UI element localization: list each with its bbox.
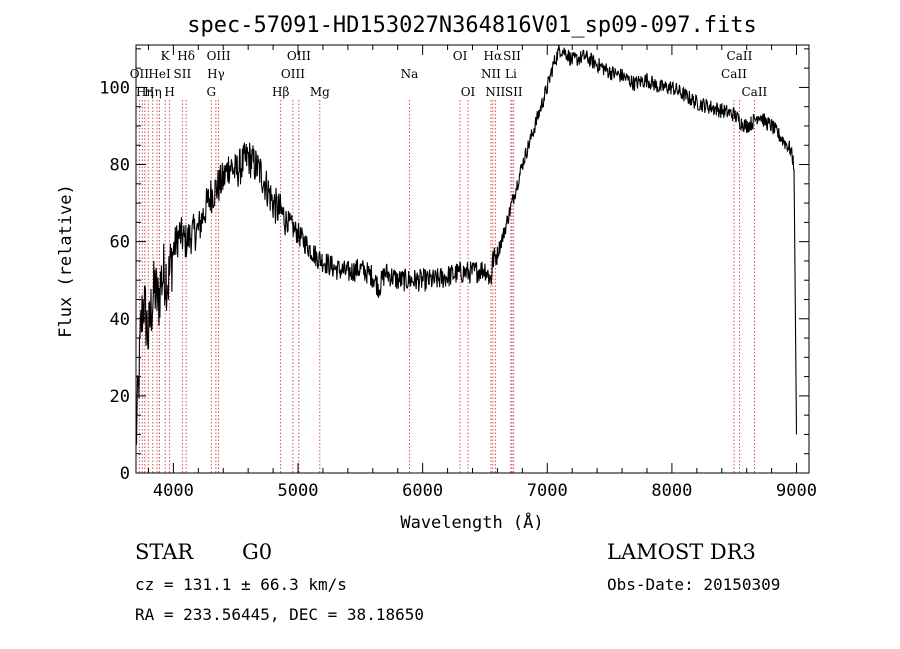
- spectral-line-label: OI: [461, 85, 476, 99]
- spectral-line-label: CaII: [727, 49, 753, 63]
- object-class: STAR: [135, 540, 194, 564]
- y-tick-label: 0: [120, 464, 130, 484]
- redshift-value: cz = 131.1 ± 66.3 km/s: [135, 575, 347, 594]
- y-tick-label: 60: [110, 233, 130, 253]
- x-tick-label: 9000: [776, 481, 817, 501]
- spectral-line-label: H: [164, 85, 174, 99]
- spectral-line-labels: OIIHηHηHeIKHSIIHδGHγOIIIHβOIIIOIIIMgNaOI…: [130, 49, 768, 99]
- y-tick-label: 20: [110, 387, 130, 407]
- spectral-line-label: K: [161, 49, 171, 63]
- spectral-line-label: Mg: [310, 85, 330, 99]
- x-axis-ticks: 4000 5000 6000 7000 8000 9000: [147, 45, 817, 501]
- spectral-line-label: Li: [505, 67, 517, 81]
- spectral-line-label: NII: [481, 67, 501, 81]
- spectral-line-label: Hγ: [207, 67, 225, 81]
- chart-title: spec-57091-HD153027N364816V01_sp09-097.f…: [187, 13, 757, 38]
- spectral-line-label: OIII: [287, 49, 311, 63]
- spectral-line-label: OI: [453, 49, 468, 63]
- x-axis-label: Wavelength (Å): [400, 511, 543, 533]
- y-axis-label: Flux (relative): [56, 184, 76, 338]
- spectral-line-label: Hη: [144, 85, 162, 99]
- spectral-line-label: Na: [401, 67, 419, 81]
- spectral-line-label: Hα: [484, 49, 503, 63]
- spectral-line-label: OIII: [207, 49, 231, 63]
- coordinates: RA = 233.56445, DEC = 38.18650: [135, 605, 424, 624]
- spectral-line-label: SII: [505, 85, 523, 99]
- spectral-line-label: NII: [485, 85, 505, 99]
- spectral-line-label: OIII: [281, 67, 305, 81]
- x-tick-label: 4000: [153, 481, 194, 501]
- y-axis-ticks: 0 20 40 60 80 100: [99, 48, 809, 484]
- spectral-line-label: SII: [174, 67, 192, 81]
- y-tick-label: 80: [110, 156, 130, 176]
- x-tick-label: 6000: [402, 481, 443, 501]
- y-tick-label: 100: [99, 78, 130, 98]
- x-tick-label: 7000: [527, 481, 568, 501]
- spectral-line-label: Hδ: [177, 49, 195, 63]
- spectral-line-markers: [138, 100, 755, 473]
- object-subclass: G0: [242, 540, 272, 564]
- spectral-line-label: Hβ: [272, 85, 289, 99]
- spectral-line-label: CaII: [721, 67, 747, 81]
- y-tick-label: 40: [110, 310, 130, 330]
- x-tick-label: 5000: [278, 481, 319, 501]
- flux-series-line: [135, 44, 798, 445]
- observation-date: Obs-Date: 20150309: [607, 575, 780, 594]
- spectral-line-label: OII: [130, 67, 150, 81]
- spectral-line-label: Hη: [136, 85, 154, 99]
- spectral-line-label: HeI: [148, 67, 171, 81]
- spectral-line-label: CaII: [741, 85, 767, 99]
- survey-name: LAMOST DR3: [607, 540, 756, 564]
- spectral-line-label: G: [206, 85, 216, 99]
- spectral-line-label: SII: [503, 49, 521, 63]
- x-tick-label: 8000: [651, 481, 692, 501]
